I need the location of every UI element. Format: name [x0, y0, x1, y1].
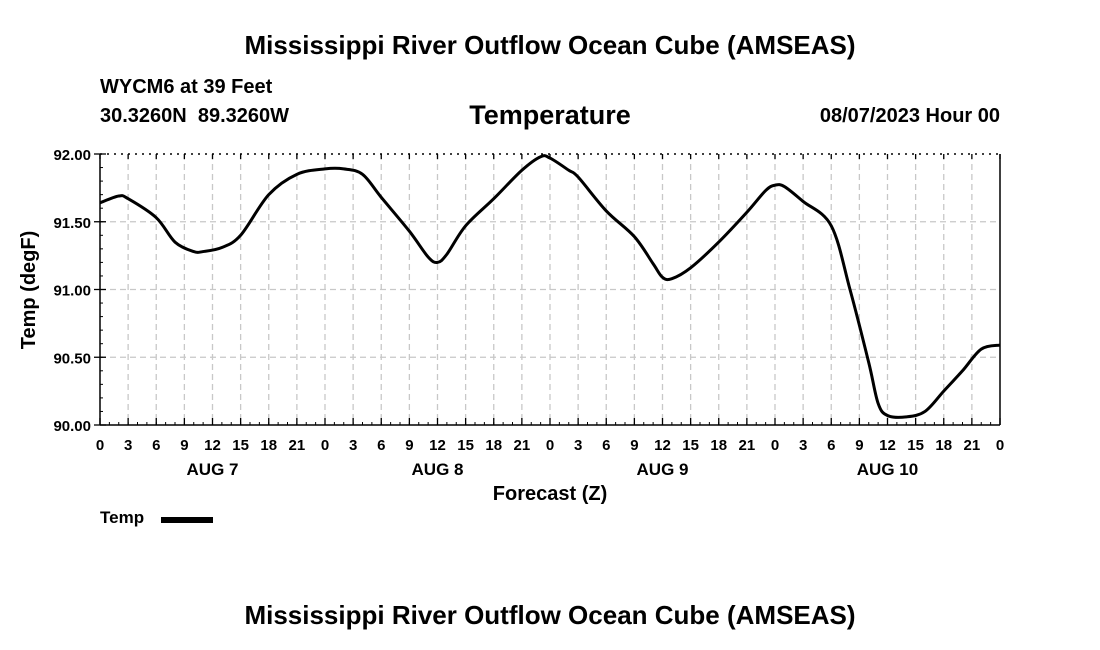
x-tick-label: 0 — [771, 437, 779, 454]
chart-ticks: 0 3 6 9 12 15 18 21 0 3 6 9 12 15 18 21 0 3 6 9 12 15 18 21 0 3 6 9… — [53, 147, 1004, 479]
x-axis-label: Forecast (Z) — [493, 483, 607, 505]
x-tick-label: 3 — [124, 437, 132, 454]
x-tick-label: 12 — [879, 437, 896, 454]
x-tick-label: 21 — [289, 437, 306, 454]
chart-grid — [100, 154, 1000, 425]
y-tick-label: 91.50 — [53, 215, 91, 232]
x-tick-label: 6 — [377, 437, 385, 454]
x-tick-label: 21 — [514, 437, 531, 454]
x-tick-label: 18 — [485, 437, 502, 454]
station-label: WYCM6 at 39 Feet — [100, 76, 273, 98]
x-day-label: AUG 10 — [857, 460, 918, 479]
x-tick-label: 15 — [907, 437, 924, 454]
x-tick-label: 9 — [855, 437, 863, 454]
temperature-chart: 0 3 6 9 12 15 18 21 0 3 6 9 12 15 18 21 0 3 6 9 12 15 18 21 0 3 6 9… — [18, 147, 1004, 505]
x-tick-label: 9 — [405, 437, 413, 454]
x-tick-label: 3 — [799, 437, 807, 454]
x-tick-label: 15 — [232, 437, 249, 454]
x-tick-label: 0 — [96, 437, 104, 454]
x-tick-label: 18 — [935, 437, 952, 454]
chart-series — [99, 154, 1001, 419]
y-tick-label: 91.00 — [53, 283, 91, 300]
forecast-datetime: 08/07/2023 Hour 00 — [819, 105, 1000, 127]
x-tick-label: 6 — [602, 437, 610, 454]
x-tick-label: 0 — [546, 437, 554, 454]
x-tick-label: 12 — [429, 437, 446, 454]
x-tick-label: 21 — [739, 437, 756, 454]
x-day-label: AUG 8 — [412, 460, 464, 479]
chart-title: Mississippi River Outflow Ocean Cube (AM… — [244, 30, 856, 60]
x-tick-label: 12 — [654, 437, 671, 454]
legend-label: Temp — [100, 508, 145, 527]
x-tick-label: 3 — [349, 437, 357, 454]
coordinates-label: 30.3260N 89.3260W — [100, 105, 290, 127]
x-tick-label: 9 — [630, 437, 638, 454]
x-tick-label: 18 — [260, 437, 277, 454]
x-day-label: AUG 7 — [187, 460, 239, 479]
x-tick-label: 9 — [180, 437, 188, 454]
legend-line-swatch — [161, 517, 213, 523]
x-tick-label: 3 — [574, 437, 582, 454]
y-tick-label: 90.00 — [53, 418, 91, 435]
x-tick-label: 12 — [204, 437, 221, 454]
x-tick-label: 6 — [827, 437, 835, 454]
x-tick-label: 18 — [710, 437, 727, 454]
x-tick-label: 15 — [457, 437, 474, 454]
x-tick-label: 0 — [321, 437, 329, 454]
x-tick-label: 21 — [964, 437, 981, 454]
x-tick-label: 0 — [996, 437, 1004, 454]
temp-series-line — [99, 154, 1001, 419]
y-axis-label: Temp (degF) — [18, 231, 40, 350]
x-day-label: AUG 9 — [637, 460, 689, 479]
x-tick-label: 15 — [682, 437, 699, 454]
variable-title: Temperature — [469, 100, 631, 130]
y-tick-label: 92.00 — [53, 147, 91, 164]
x-tick-label: 6 — [152, 437, 160, 454]
y-tick-label: 90.50 — [53, 350, 91, 367]
footer-title: Mississippi River Outflow Ocean Cube (AM… — [244, 600, 856, 630]
